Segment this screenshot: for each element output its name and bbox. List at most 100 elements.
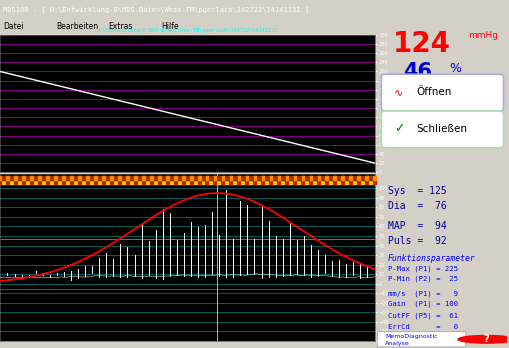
Bar	[189, 180, 192, 184]
Bar	[324, 180, 327, 184]
Bar	[142, 176, 145, 180]
Bar	[0, 176, 1, 180]
Bar	[46, 176, 49, 180]
Text: MemoDiagnostic: MemoDiagnostic	[384, 334, 437, 339]
Bar	[356, 180, 359, 184]
Bar	[301, 176, 303, 180]
Bar	[109, 180, 112, 184]
Bar	[269, 176, 272, 180]
Text: ErrCd      =   0: ErrCd = 0	[387, 324, 457, 330]
Bar	[261, 180, 264, 184]
Bar	[373, 176, 375, 180]
Bar	[46, 180, 49, 184]
Bar	[269, 180, 272, 184]
Bar	[22, 180, 25, 184]
Bar	[189, 176, 192, 180]
Bar	[261, 176, 264, 180]
Text: %: %	[448, 62, 460, 75]
Bar	[38, 180, 41, 184]
Text: VersionMD 1.3100: VersionMD 1.3100	[387, 334, 455, 340]
Bar	[309, 176, 312, 180]
Text: ∿: ∿	[393, 87, 403, 97]
Bar	[357, 176, 359, 180]
Bar	[197, 176, 200, 180]
Bar	[364, 176, 367, 180]
Bar	[253, 176, 256, 180]
Bar	[102, 180, 105, 184]
Bar	[86, 180, 89, 184]
Bar	[126, 180, 128, 184]
Bar	[14, 180, 17, 184]
Bar	[285, 180, 288, 184]
Bar	[293, 176, 296, 180]
Bar	[70, 176, 73, 180]
Text: MDS100 - [ H:\Entwicklung-B\MDS-Daten\Wess-TM\pgerlach\142722\14141131 ]: MDS100 - [ H:\Entwicklung-B\MDS-Daten\We…	[3, 6, 308, 13]
Bar	[38, 176, 41, 180]
Bar	[54, 180, 57, 184]
Text: mm/s  (P1) =   9: mm/s (P1) = 9	[387, 291, 457, 298]
Bar	[54, 176, 57, 180]
Bar	[364, 180, 367, 184]
Bar	[0, 180, 374, 184]
Text: mmHg: mmHg	[468, 31, 497, 40]
Bar	[94, 180, 97, 184]
Bar	[6, 180, 9, 184]
Bar	[0, 180, 1, 184]
Bar	[230, 176, 232, 180]
Text: Funktionsparameter: Funktionsparameter	[387, 254, 474, 263]
Bar	[221, 176, 224, 180]
Text: Analyse: Analyse	[384, 341, 409, 346]
Bar	[277, 176, 280, 180]
Bar	[14, 176, 17, 180]
Bar	[325, 176, 327, 180]
Bar	[157, 180, 160, 184]
Bar	[126, 176, 128, 180]
Bar	[341, 180, 344, 184]
Bar	[181, 180, 184, 184]
Bar	[150, 176, 152, 180]
Bar	[213, 180, 216, 184]
Bar	[317, 180, 320, 184]
Text: MAP  =  94: MAP = 94	[387, 221, 446, 231]
FancyBboxPatch shape	[381, 74, 502, 111]
Text: Extras: Extras	[108, 22, 133, 31]
FancyBboxPatch shape	[381, 111, 502, 148]
Bar	[332, 180, 335, 184]
Text: Gain  (P1) = 100: Gain (P1) = 100	[387, 301, 457, 307]
Bar	[134, 176, 136, 180]
Bar	[245, 176, 248, 180]
Bar	[253, 180, 256, 184]
Bar	[102, 176, 105, 180]
Bar	[301, 180, 303, 184]
Bar	[142, 180, 145, 184]
Bar	[237, 176, 240, 180]
Circle shape	[457, 335, 509, 343]
Text: ✓: ✓	[393, 122, 404, 135]
Bar	[118, 176, 121, 180]
Bar	[78, 176, 81, 180]
Bar	[221, 180, 224, 184]
Bar	[317, 176, 320, 180]
Bar	[285, 176, 288, 180]
Bar	[22, 176, 25, 180]
Bar	[205, 180, 208, 184]
Bar	[30, 180, 33, 184]
Bar	[206, 176, 208, 180]
Text: P-Max (P1) = 225: P-Max (P1) = 225	[387, 266, 457, 272]
Bar	[341, 176, 344, 180]
Bar	[372, 180, 375, 184]
Text: 46: 46	[403, 62, 432, 82]
Bar	[78, 180, 81, 184]
Bar	[118, 180, 121, 184]
Bar	[349, 176, 351, 180]
Text: Puls =  92: Puls = 92	[387, 236, 446, 246]
Bar	[229, 180, 232, 184]
Bar	[62, 176, 65, 180]
Text: Hilfe: Hilfe	[161, 22, 179, 31]
Bar	[237, 180, 240, 184]
Bar	[333, 176, 335, 180]
Bar	[165, 176, 168, 180]
Text: 124: 124	[392, 30, 450, 58]
FancyBboxPatch shape	[377, 332, 465, 347]
Text: H:\Entwicklung\E-EOS-D\wes\Wes-TM\pgerlach\142722\14141131: H:\Entwicklung\E-EOS-D\wes\Wes-TM\pgerla…	[97, 29, 277, 33]
